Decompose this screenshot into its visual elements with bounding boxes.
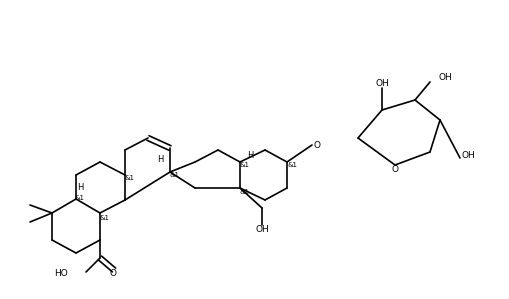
Text: &1: &1 [240, 189, 249, 195]
Text: H: H [156, 155, 163, 164]
Text: &1: &1 [240, 162, 249, 168]
Text: &1: &1 [125, 175, 135, 181]
Text: H: H [77, 184, 83, 193]
Text: &1: &1 [75, 195, 85, 201]
Text: O: O [109, 269, 116, 278]
Text: H: H [246, 150, 252, 159]
Text: &1: &1 [100, 215, 110, 221]
Text: HO: HO [54, 269, 68, 277]
Text: &1: &1 [288, 162, 297, 168]
Text: OH: OH [437, 72, 451, 82]
Text: O: O [391, 166, 398, 175]
Text: &1: &1 [169, 172, 180, 178]
Text: O: O [313, 141, 320, 150]
Text: OH: OH [460, 150, 474, 159]
Text: OH: OH [375, 79, 388, 88]
Text: OH: OH [254, 225, 268, 234]
